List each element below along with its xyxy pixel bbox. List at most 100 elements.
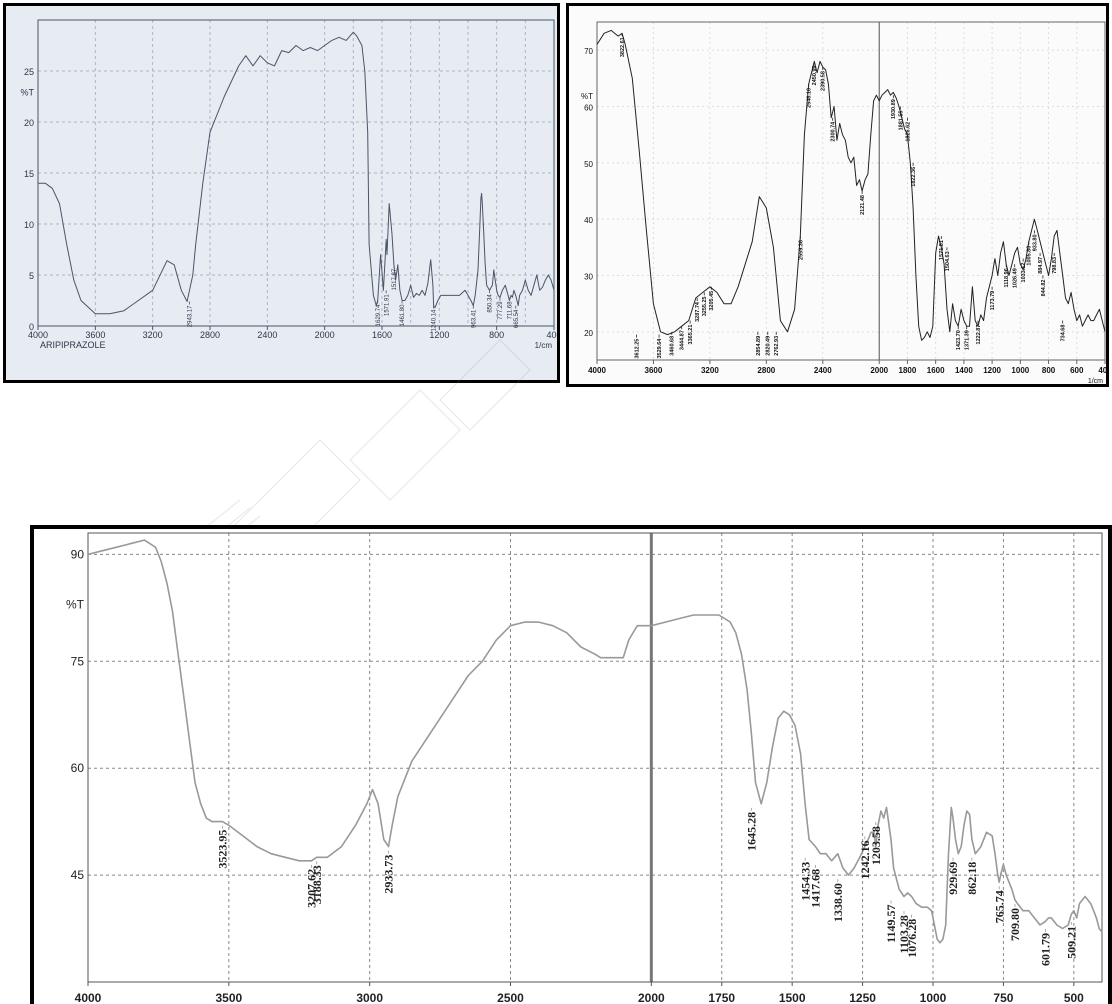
peak-label: 3529.64	[657, 338, 663, 359]
peak-label: 1461.80	[400, 304, 406, 326]
y-tick-label: 30	[584, 273, 593, 282]
peak-label: 1338.60	[831, 883, 845, 922]
peak-label: 1930.89	[891, 99, 897, 119]
peak-label: 1417.68	[809, 869, 823, 908]
x-tick-label: 4000	[588, 366, 606, 375]
spectrum-line	[38, 31, 555, 315]
x-tick-label: 3200	[701, 366, 719, 375]
x-tick-label: 2400	[814, 366, 832, 375]
peak-label: 3444.87	[680, 330, 686, 350]
peak-label: 1822.36	[911, 167, 917, 187]
peak-label: 1118.96	[1004, 268, 1010, 287]
peak-label: 3255.25	[702, 296, 708, 316]
peak-label: 1026.49	[1013, 268, 1019, 288]
x-tick-label: 600	[1070, 366, 1084, 375]
peak-label: 777.29	[498, 301, 504, 320]
x-tick-label: 750	[993, 991, 1013, 1004]
y-tick-label: 50	[584, 160, 593, 169]
y-axis-label: %T	[581, 92, 593, 101]
peak-label: 2546.10	[807, 88, 813, 108]
ir-spectrum-b: 4000 3600 3200 2800 2400 2000 1800 1600 1400 1200…	[566, 3, 1109, 387]
peak-label: 1645.28	[745, 812, 759, 851]
peak-label: 1076.28	[905, 919, 919, 958]
x-tick-label: 1200	[983, 366, 1001, 375]
peak-label: 1423.70	[956, 330, 962, 350]
y-tick-label: 40	[584, 216, 593, 225]
x-tick-label: 500	[1064, 991, 1084, 1004]
peak-label: 929.69	[946, 862, 960, 895]
sample-label: ARIPIPRAZOLE	[40, 340, 106, 350]
x-tick-label: 2500	[497, 991, 524, 1004]
y-tick-label: 20	[24, 118, 34, 128]
peak-label: 2854.89	[756, 336, 762, 356]
peak-label: 3207.62	[305, 869, 319, 908]
peak-label: 709.80	[1008, 908, 1022, 941]
y-tick-label: 75	[71, 654, 85, 668]
x-tick-label: 3500	[215, 991, 242, 1004]
peak-label: 1571.91	[384, 294, 390, 316]
x-tick-label: 800	[1042, 366, 1056, 375]
peak-label: 1173.79	[990, 291, 996, 311]
peak-label: 1826.62	[905, 122, 911, 142]
x-tick-label: 400	[1098, 366, 1106, 375]
peak-label: 1504.63	[945, 251, 951, 271]
peak-label: 1222.87	[976, 325, 982, 345]
ir-spectrum-a: 4000360032002800240020001600120080040005…	[3, 3, 560, 383]
peak-label: 3612.25	[634, 339, 640, 359]
peak-label: 862.18	[965, 862, 979, 895]
x-tick-label: 1000	[1011, 366, 1029, 375]
peak-label: 3188.33	[310, 865, 324, 904]
x-tick-label: 400	[546, 330, 557, 340]
x-tick-label: 1250	[849, 991, 876, 1004]
peak-label: 3205.45	[709, 291, 715, 311]
x-tick-label: 3000	[356, 991, 383, 1004]
peak-label: 1629.74	[376, 304, 382, 326]
x-tick-label: 1000	[920, 991, 947, 1004]
x-tick-label: 3600	[85, 330, 105, 340]
y-tick-label: 20	[584, 329, 593, 338]
y-tick-label: 0	[29, 322, 34, 332]
spectrum-line	[87, 539, 1103, 944]
peak-label: 2820.49	[766, 336, 772, 356]
x-tick-label: 1200	[429, 330, 449, 340]
spectrum-line	[596, 29, 1106, 341]
peak-label: 844.82	[1041, 280, 1047, 297]
peak-label: 665.54	[514, 309, 520, 328]
y-axis-label: %T	[21, 87, 35, 97]
peak-label: 3460.68	[670, 336, 676, 356]
peak-label: 1571.81	[939, 240, 945, 260]
y-tick-label: 60	[584, 104, 593, 113]
y-tick-label: 90	[71, 547, 85, 561]
y-tick-label: 5	[29, 271, 34, 281]
y-tick-label: 25	[24, 67, 34, 77]
y-axis-label: %T	[66, 597, 85, 611]
y-tick-label: 60	[71, 761, 85, 775]
x-tick-label: 1750	[708, 991, 735, 1004]
peak-label: 1005.80	[1027, 246, 1033, 266]
plot-frame	[37, 19, 555, 327]
peak-label: 1240.14	[432, 309, 438, 331]
peak-label: 963.41	[471, 309, 477, 328]
x-tick-label: 2000	[315, 330, 335, 340]
x-unit-label: 1/cm	[535, 341, 553, 350]
peak-label: 1103.28	[897, 915, 911, 953]
spectrum-c-plot: 4000 3500 3000 2500 2000 1750 1500 1250 1000 750 5…	[66, 532, 1103, 1004]
peak-label: 933.80	[1032, 234, 1038, 251]
x-tick-label: 2000	[638, 991, 665, 1004]
peak-label: 1203.58	[869, 826, 883, 865]
peak-label: 1881.55	[898, 111, 904, 131]
x-tick-label: 1600	[372, 330, 392, 340]
peak-label: 1242.16	[858, 840, 872, 879]
peak-label: 734.68	[1061, 325, 1067, 342]
x-unit-label: 1/cm	[1088, 378, 1103, 384]
peak-label: 2450.99	[812, 65, 818, 85]
x-tick-label: 1600	[927, 366, 945, 375]
x-tick-label: 1800	[899, 366, 917, 375]
peak-label: 601.79	[1039, 933, 1053, 966]
peak-label: 2390.58	[821, 71, 827, 91]
x-tick-label: 2400	[257, 330, 277, 340]
x-tick-label: 2800	[200, 330, 220, 340]
y-tick-label: 15	[24, 169, 34, 179]
x-tick-label: 4000	[75, 991, 102, 1004]
y-tick-label: 70	[584, 47, 593, 56]
